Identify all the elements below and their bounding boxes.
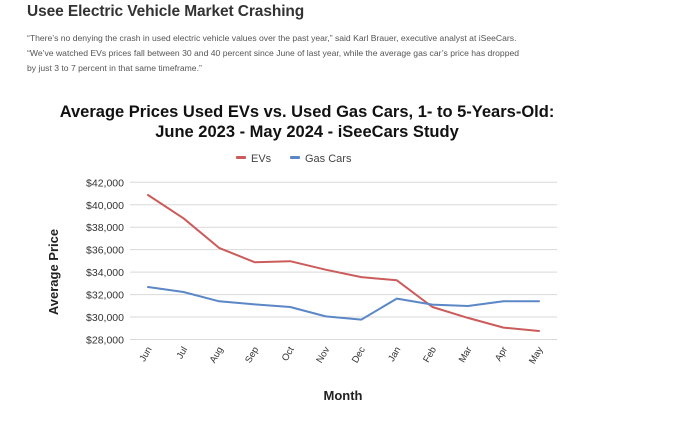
- y-tick-label: $42,000: [86, 177, 124, 189]
- x-tick-label: May: [527, 345, 546, 366]
- legend-swatch-evs: [236, 156, 246, 159]
- legend-label-gas-cars: Gas Cars: [305, 153, 352, 165]
- quote-line: “We’ve watched EVs prices fall between 3…: [27, 48, 520, 58]
- x-tick-label: Jan: [386, 345, 403, 364]
- y-tick-label: $38,000: [86, 222, 124, 234]
- x-tick-label: Feb: [421, 345, 439, 365]
- x-tick-label: Jun: [137, 345, 154, 364]
- y-tick-label: $36,000: [86, 245, 124, 257]
- article-quote: “There’s no denying the crash in used el…: [27, 31, 637, 76]
- y-axis-label: Average Price: [46, 229, 61, 315]
- quote-line: “There’s no denying the crash in used el…: [27, 33, 517, 43]
- x-tick-label: Apr: [493, 345, 510, 363]
- x-tick-label: Jul: [175, 345, 191, 361]
- y-tick-label: $30,000: [86, 312, 124, 324]
- x-tick-label: Aug: [208, 345, 226, 365]
- x-tick-label: Sep: [243, 345, 261, 365]
- y-tick-label: $32,000: [86, 290, 124, 302]
- quote-line: by just 3 to 7 percent in that same time…: [27, 63, 202, 73]
- x-tick-label: Mar: [457, 345, 475, 365]
- article-headline: Usee Electric Vehicle Market Crashing: [27, 3, 305, 20]
- x-tick-label: Nov: [314, 345, 332, 365]
- legend-label-evs: EVs: [251, 153, 272, 165]
- series-line-gas-cars: [147, 286, 540, 321]
- legend-swatch-gas-cars: [290, 156, 300, 159]
- x-tick-label: Dec: [350, 345, 368, 365]
- y-tick-label: $34,000: [86, 267, 124, 279]
- chart-legend: EVs Gas Cars: [236, 153, 352, 165]
- y-tick-label: $40,000: [86, 200, 124, 212]
- x-tick-label: Oct: [280, 345, 297, 364]
- chart-title-line-2: June 2023 - May 2024 - iSeeCars Study: [155, 123, 459, 141]
- x-axis-label: Month: [324, 388, 363, 403]
- y-tick-label: $28,000: [86, 335, 124, 347]
- series-line-evs: [147, 194, 540, 332]
- chart-title-line-1: Average Prices Used EVs vs. Used Gas Car…: [60, 103, 555, 121]
